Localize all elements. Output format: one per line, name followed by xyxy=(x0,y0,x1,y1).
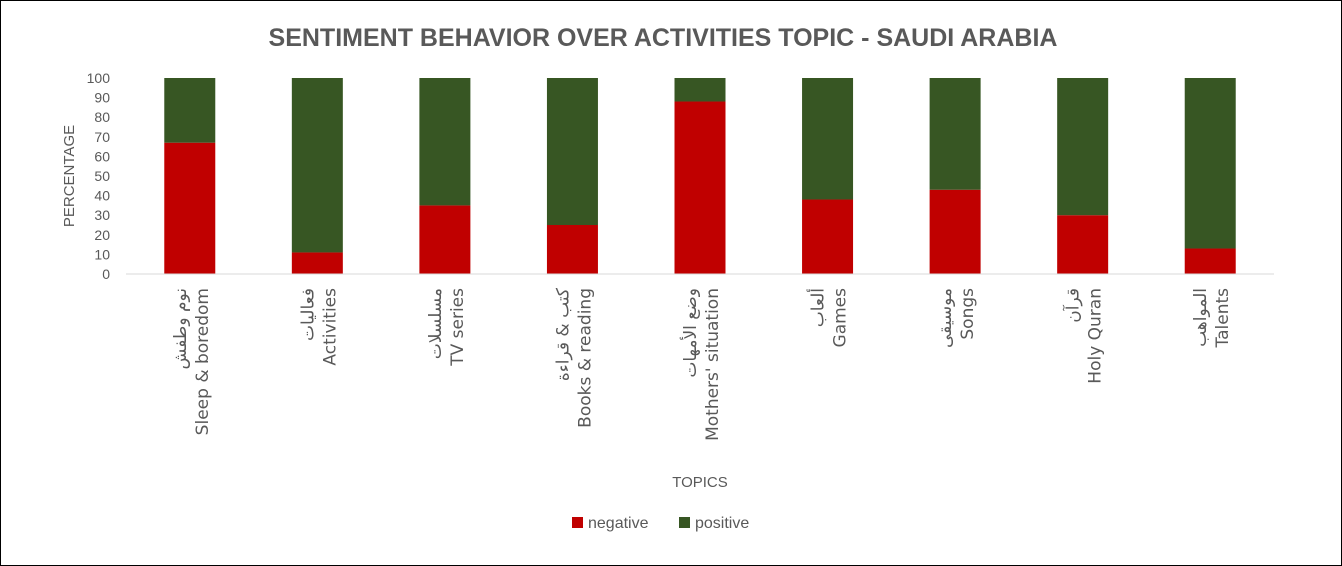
bar-positive xyxy=(1184,78,1236,249)
category-label: موسيقى Songs xyxy=(936,288,978,348)
category-labels: نوم وطفش Sleep & boredom فعاليات Activities… xyxy=(171,287,1233,441)
y-tick-label: 80 xyxy=(94,109,110,125)
category-label-english: Activities xyxy=(320,288,340,366)
bar-positive xyxy=(674,78,726,102)
category-label-english: Songs xyxy=(958,288,978,340)
y-tick-label: 50 xyxy=(94,168,110,184)
chart-title: SENTIMENT BEHAVIOR OVER ACTIVITIES TOPIC… xyxy=(269,24,1058,52)
y-tick-label: 10 xyxy=(94,246,110,262)
y-tick-label: 70 xyxy=(94,129,110,145)
category-label: فعاليات Activities xyxy=(298,288,340,366)
category-label-english: Mothers' situation xyxy=(703,288,723,441)
category-label-arabic: كتب & قراءة xyxy=(553,287,573,381)
category-label-arabic: وضع الأمهات xyxy=(680,288,701,378)
y-tick-label: 60 xyxy=(94,148,110,164)
category-label-english: Books & reading xyxy=(575,288,595,428)
x-axis-title: TOPICS xyxy=(672,474,728,491)
bar-positive xyxy=(164,78,216,143)
y-tick-label: 40 xyxy=(94,188,110,204)
y-tick-label: 100 xyxy=(87,70,111,86)
y-tick-label: 90 xyxy=(94,90,110,106)
category-label-english: Games xyxy=(831,288,851,348)
legend-label-positive: positive xyxy=(695,515,749,532)
bar-negative xyxy=(291,252,343,274)
bar-negative xyxy=(802,199,854,274)
legend-label-negative: negative xyxy=(588,515,649,532)
bar-positive xyxy=(291,78,343,253)
legend-swatch-positive xyxy=(679,517,690,528)
category-label-arabic: فعاليات xyxy=(298,288,318,341)
category-label-arabic: ألعاب xyxy=(807,288,829,327)
bar-positive xyxy=(1057,78,1109,216)
y-tick-label: 20 xyxy=(94,227,110,243)
category-label-english: TV series xyxy=(448,288,468,367)
legend-swatch-negative xyxy=(572,517,583,528)
legend: negative positive xyxy=(572,515,749,532)
bar-positive xyxy=(546,78,598,225)
category-label-english: Talents xyxy=(1213,288,1233,349)
y-axis-title: PERCENTAGE xyxy=(61,125,78,227)
category-label: قرآن Holy Quran xyxy=(1062,288,1106,384)
category-label: مسلسلات TV series xyxy=(426,288,468,367)
category-label-arabic: موسيقى xyxy=(936,288,956,348)
bar-positive xyxy=(929,78,981,190)
category-label-arabic: مسلسلات xyxy=(426,288,446,359)
bar-negative xyxy=(164,142,216,274)
category-label-arabic: نوم وطفش xyxy=(171,288,191,369)
y-tick-label: 30 xyxy=(94,207,110,223)
category-label: المواهب Talents xyxy=(1191,288,1233,349)
category-label-english: Holy Quran xyxy=(1086,288,1106,384)
bar-negative xyxy=(1057,215,1109,274)
category-label-arabic: قرآن xyxy=(1062,288,1084,323)
bar-positive xyxy=(419,78,471,206)
category-label: ألعاب Games xyxy=(807,288,851,348)
bar-negative xyxy=(546,225,598,274)
category-label: وضع الأمهات Mothers' situation xyxy=(680,288,723,441)
category-label-english: Sleep & boredom xyxy=(193,288,213,435)
y-axis-ticks: 0 10 20 30 40 50 60 70 80 90 100 xyxy=(87,70,111,282)
bar-negative xyxy=(1184,248,1236,274)
category-label: كتب & قراءة Books & reading xyxy=(553,287,595,428)
y-tick-label: 0 xyxy=(102,266,110,282)
bar-negative xyxy=(674,101,726,275)
bars xyxy=(164,78,1236,275)
category-label: نوم وطفش Sleep & boredom xyxy=(171,288,213,435)
bar-negative xyxy=(929,189,981,274)
category-label-arabic: المواهب xyxy=(1191,288,1211,347)
bar-negative xyxy=(419,205,471,274)
bar-positive xyxy=(802,78,854,200)
